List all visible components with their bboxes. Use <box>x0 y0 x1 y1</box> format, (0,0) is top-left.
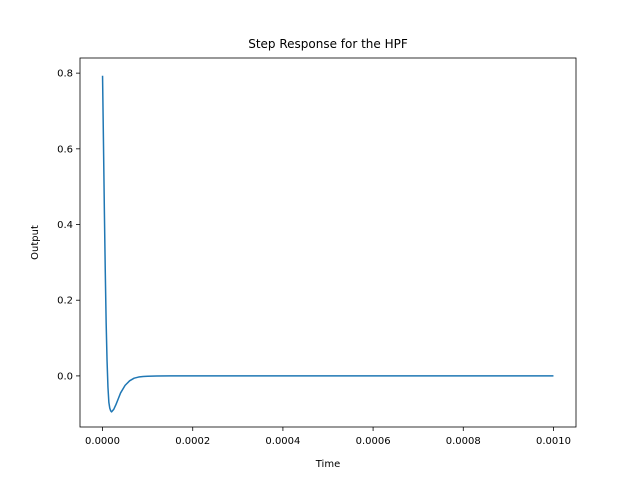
y-axis: 0.0 0.2 0.4 0.6 0.8 <box>57 69 80 382</box>
x-tick-label: 0.0010 <box>536 436 571 447</box>
chart-title: Step Response for the HPF <box>248 37 408 51</box>
x-tick-label: 0.0006 <box>356 436 391 447</box>
y-tick-label: 0.8 <box>57 69 73 80</box>
y-tick-label: 0.6 <box>57 144 73 155</box>
y-tick-label: 0.2 <box>57 296 73 307</box>
series-line <box>101 75 554 413</box>
y-tick-label: 0.0 <box>57 371 73 382</box>
x-tick-label: 0.0004 <box>265 436 300 447</box>
x-tick-label: 0.0002 <box>175 436 210 447</box>
plot-frame <box>79 57 577 428</box>
y-tick-label: 0.4 <box>57 220 73 231</box>
x-tick-label: 0.0008 <box>446 436 481 447</box>
x-tick-label: 0.0000 <box>85 436 120 447</box>
x-axis: 0.0000 0.0002 0.0004 0.0006 0.0008 0.0010 <box>85 427 571 447</box>
x-axis-label: Time <box>315 459 340 470</box>
y-axis-label: Output <box>30 225 41 260</box>
